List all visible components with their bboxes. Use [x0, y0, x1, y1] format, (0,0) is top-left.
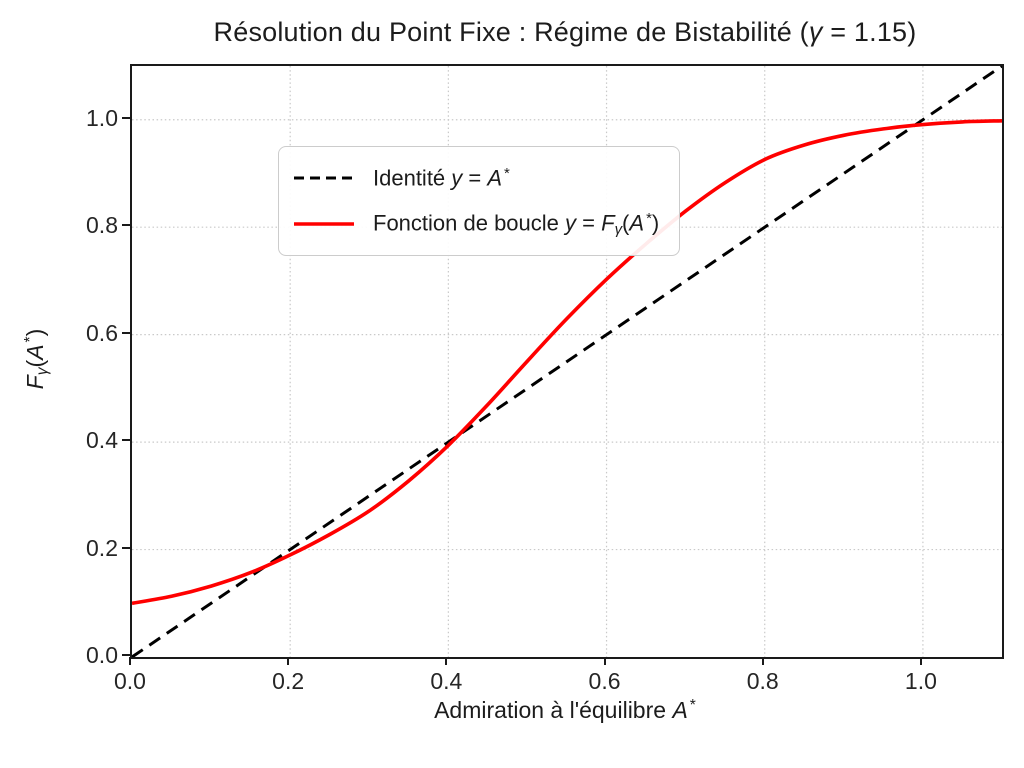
y-tick-label: 0.8 — [86, 212, 118, 239]
text-segment: Admiration à l'équilibre — [434, 697, 673, 723]
plot-canvas — [132, 66, 1002, 657]
y-tick-label: 0.4 — [86, 427, 118, 454]
text-segment: γ — [808, 17, 823, 47]
text-segment: Identité — [373, 165, 452, 191]
legend-line-sample — [294, 176, 354, 180]
text-segment: * — [504, 164, 510, 182]
y-tick-mark — [122, 439, 130, 442]
x-tick-mark — [761, 657, 764, 665]
x-tick-label: 0.4 — [430, 668, 463, 694]
text-segment: ) — [22, 328, 49, 337]
text-segment: * — [646, 209, 652, 227]
text-segment: ( — [622, 210, 630, 236]
x-tick-mark — [919, 657, 922, 665]
text-segment: ( — [22, 359, 49, 368]
text-segment: F — [601, 210, 615, 236]
y-tick-label: 0.2 — [86, 534, 118, 561]
text-segment: * — [22, 336, 40, 343]
x-tick-mark — [287, 657, 290, 665]
legend-line-sample — [294, 222, 354, 226]
plot-area: Identité y = A * Fonction de boucle y = Fγ… — [130, 64, 1004, 659]
y-tick-mark — [122, 116, 130, 119]
text-segment: A — [22, 344, 49, 360]
text-segment: ) — [651, 210, 660, 236]
x-axis-label: Admiration à l'équilibre A * — [130, 697, 1000, 724]
legend-entry-loop-function: Fonction de boucle y = Fγ(A *) — [293, 201, 659, 247]
text-segment: = — [576, 210, 602, 236]
y-tick-mark — [122, 546, 130, 549]
y-tick-label: 1.0 — [86, 104, 118, 131]
x-tick-label: 0.8 — [746, 668, 779, 694]
loop-function-curve — [132, 119, 1002, 606]
x-tick-mark — [603, 657, 606, 665]
text-segment: = — [462, 165, 488, 191]
text-segment: A — [672, 697, 688, 723]
text-segment: γ — [614, 221, 623, 239]
text-segment: A — [487, 165, 503, 191]
x-tick-label: 0.2 — [272, 668, 305, 694]
y-tick-mark — [122, 654, 130, 656]
chart-title: Résolution du Point Fixe : Régime de Bis… — [130, 17, 1000, 48]
text-segment: Résolution du Point Fixe : Régime de Bis… — [213, 17, 809, 47]
legend: Identité y = A * Fonction de boucle y = Fγ… — [278, 146, 681, 256]
text-segment: γ — [33, 367, 51, 376]
x-tick-mark — [445, 657, 448, 665]
text-segment: y — [451, 165, 463, 191]
text-segment: A — [629, 210, 645, 236]
y-tick-label: 0.0 — [86, 642, 118, 668]
y-tick-mark — [122, 331, 130, 334]
legend-label-identity: Identité y = A * — [373, 165, 510, 191]
x-tick-label: 0.6 — [588, 668, 621, 694]
text-segment: Fonction de boucle — [373, 210, 566, 236]
text-segment: y — [565, 210, 577, 236]
legend-entry-identity: Identité y = A * — [293, 155, 659, 201]
y-tick-mark — [122, 224, 130, 227]
text-segment: = 1.15) — [822, 17, 917, 47]
y-tick-label: 0.6 — [86, 319, 118, 346]
text-segment: * — [689, 697, 696, 715]
x-tick-mark — [129, 657, 131, 665]
identity-line — [132, 66, 1002, 657]
legend-label-loop-function: Fonction de boucle y = Fγ(A *) — [373, 210, 659, 238]
x-tick-label: 0.0 — [114, 668, 146, 694]
y-axis-label: Fγ(A*) — [22, 329, 52, 390]
text-segment: F — [22, 375, 49, 390]
x-tick-label: 1.0 — [904, 668, 937, 694]
